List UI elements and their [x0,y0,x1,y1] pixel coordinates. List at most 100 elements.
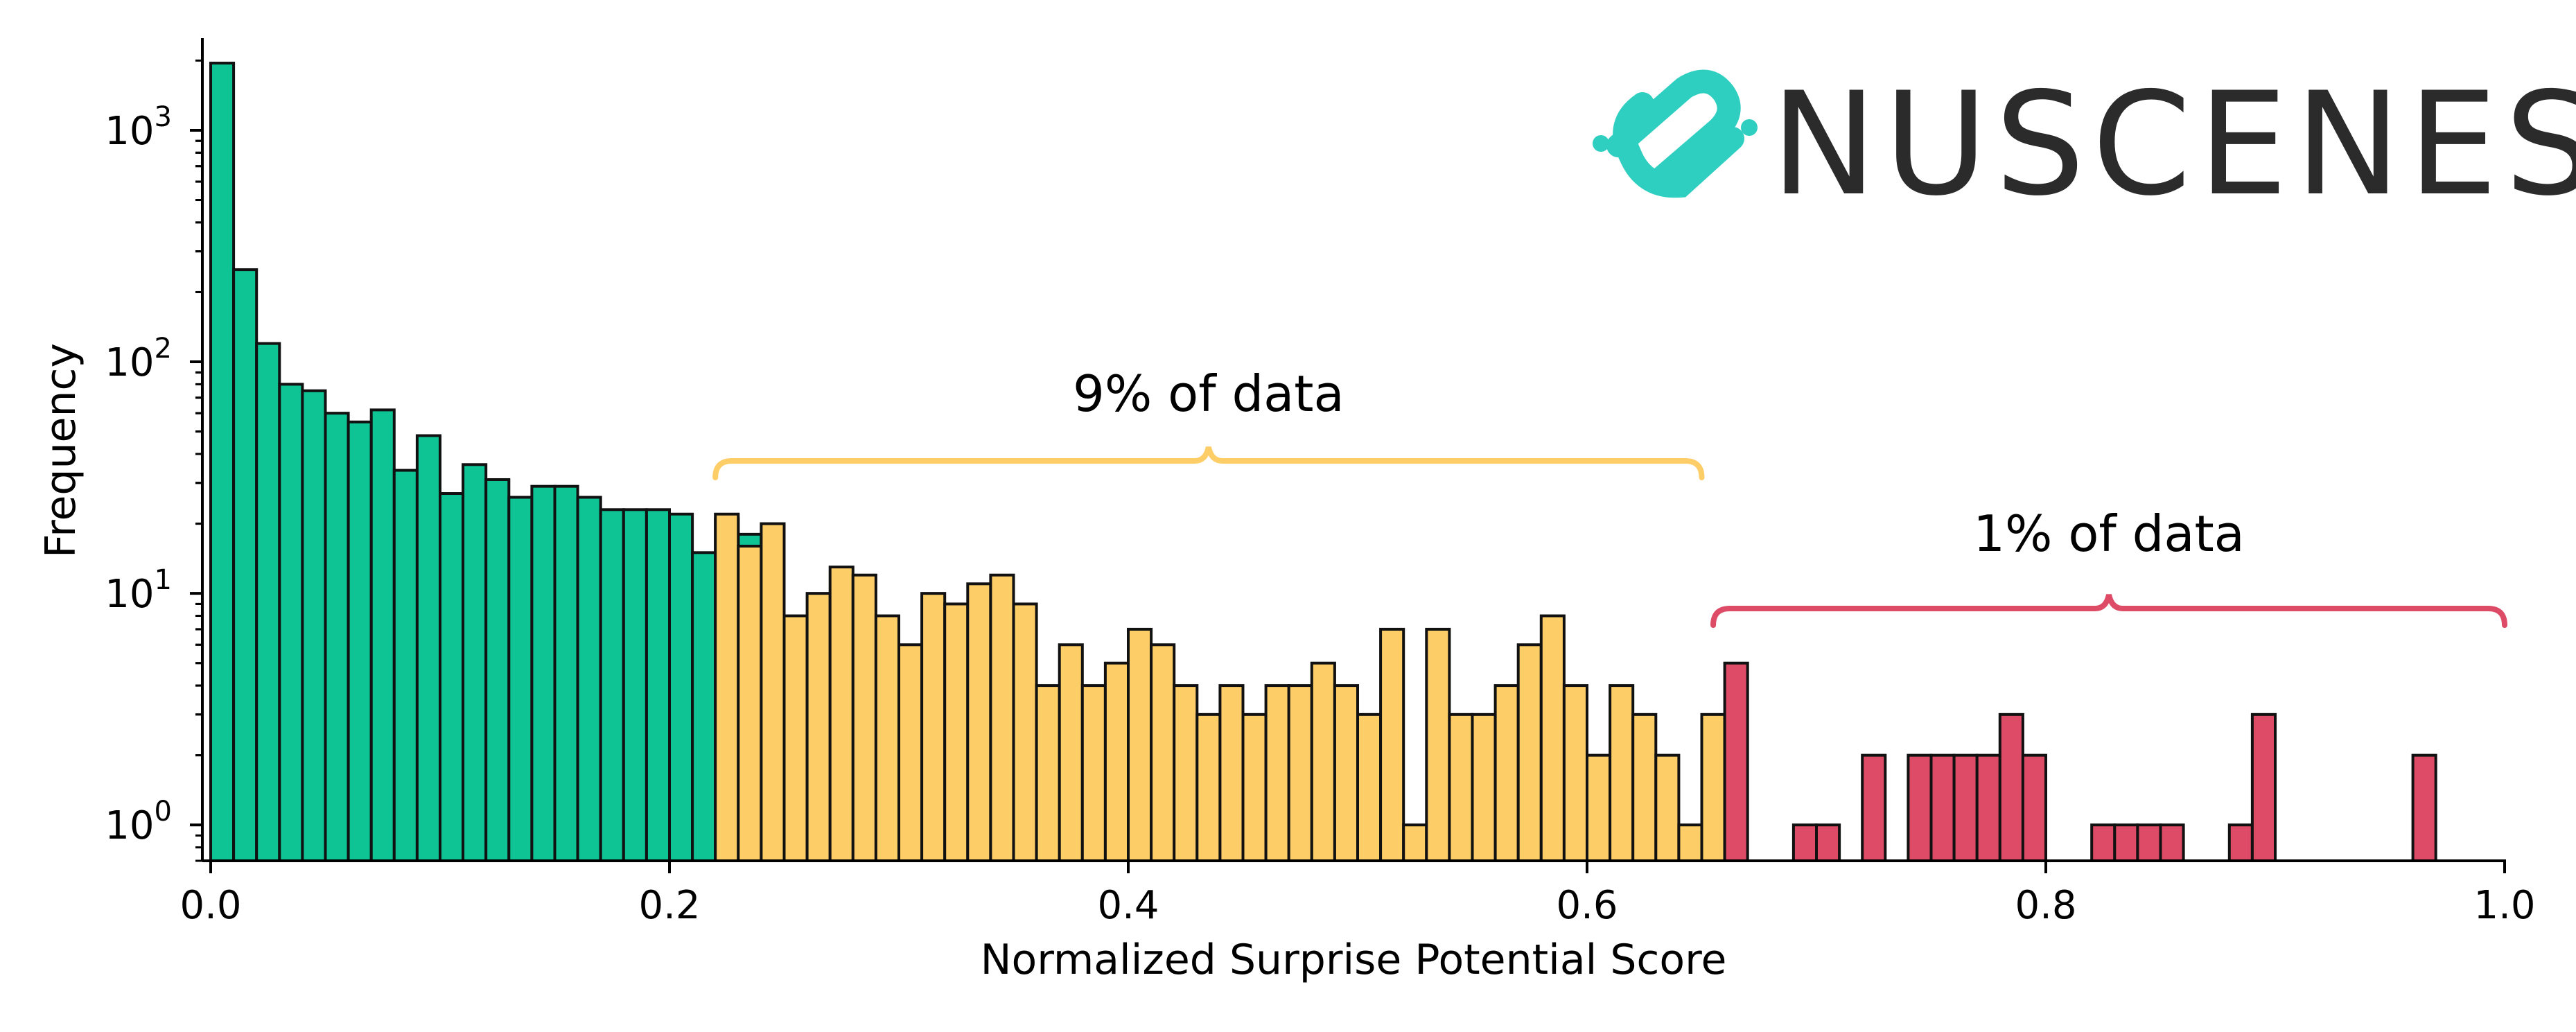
histogram-bar [897,643,924,863]
annotation-braces: 9% of data 1% of data [712,365,2507,628]
histogram-bar [1035,684,1061,862]
y-tick-label: 103 [105,101,172,154]
x-tick-label: 0.2 [638,883,700,928]
x-ticks: 0.0 0.2 0.4 0.6 0.8 1.0 [179,861,2536,928]
histogram-bar [966,582,992,862]
histogram-bar [1103,661,1130,862]
histogram-bar [1127,627,1153,862]
histogram-bar [1425,627,1451,862]
histogram-bar [347,420,373,862]
histogram-bar [1402,823,1428,862]
histogram-bar [415,434,442,862]
histogram-bar [2136,823,2162,862]
histogram-bar [530,484,557,862]
histogram-bar [1609,684,1635,862]
histogram-bar [1012,602,1038,862]
histogram-bar [1287,684,1313,862]
histogram-bar [1218,684,1245,862]
histogram-bar [1080,684,1107,862]
histogram-bar [1356,712,1383,862]
histogram-bar [2250,712,2277,862]
x-tick-label: 0.4 [1097,883,1159,928]
histogram-bar [943,602,970,862]
x-axis-label: Normalized Surprise Potential Score [981,936,1727,984]
histogram-bar [2021,753,2047,862]
histogram-bar [1333,684,1360,862]
histogram-bar [874,614,901,862]
y-tick-label: 100 [105,796,172,848]
histogram-bar [1861,753,1887,862]
histogram-bar [2159,823,2185,862]
histogram-bar [1493,684,1520,862]
histogram-bar [255,342,281,862]
histogram-bar [737,544,763,863]
histogram-bar [1815,823,1841,862]
histogram-bar [1539,614,1566,862]
x-tick-label: 0.0 [179,883,241,928]
histogram-bars [209,62,2437,863]
histogram-bar [553,484,579,862]
histogram-bar [691,551,717,862]
histogram-bar [1700,712,1726,862]
histogram-bar [782,614,809,862]
annotation-1pct-label: 1% of data [1973,505,2245,563]
y-tick-label: 101 [105,564,172,617]
y-minor-ticks [195,59,202,862]
histogram-bar [484,478,511,862]
brace-9pct [712,446,1705,480]
histogram-bar [324,412,350,862]
brace-1pct [1710,594,2507,628]
histogram-bar [1471,712,1497,862]
y-tick-label: 102 [105,333,172,385]
histogram-bar [1929,753,1956,862]
histogram-bar [1379,627,1405,862]
histogram-bar [232,268,259,862]
annotation-9pct-label: 9% of data [1073,365,1344,423]
histogram-bar [507,496,534,862]
histogram-bar [1586,753,1612,862]
histogram-bar [301,389,327,862]
histogram-bar [1998,712,2024,862]
histogram-bar [2090,823,2117,862]
histogram-bar [2113,823,2139,862]
histogram-bar [1952,753,1979,862]
histogram-bar [1264,684,1290,862]
x-tick-label: 0.6 [1556,883,1618,928]
nuscenes-logo: NUSCENES [1593,62,2576,227]
histogram-bar [805,592,832,863]
histogram-bar [920,592,947,863]
histogram-bar [209,62,236,863]
histogram-bar [1654,753,1681,862]
histogram-bar [1173,684,1199,862]
histogram-bar [1195,712,1222,862]
axes: 0.0 0.2 0.4 0.6 0.8 1.0 100 101 102 103 [105,38,2536,928]
logo-text: NUSCENES [1771,62,2576,227]
x-tick-label: 1.0 [2473,883,2535,928]
histogram-bar [462,463,488,862]
histogram-bar [1150,643,1176,863]
x-tick-label: 0.8 [2015,883,2076,928]
histogram-bar [645,508,672,862]
histogram-bar [851,573,877,862]
histogram-bar [1791,823,1818,862]
histogram-bar [1310,661,1336,862]
histogram-bar [278,383,304,862]
histogram-bar [1631,712,1658,862]
histogram-bar [668,512,694,862]
histogram-bar [2411,753,2437,862]
histogram-bar [1241,712,1268,862]
histogram-bar [1907,753,1933,862]
histogram-bar [989,573,1015,862]
histogram-bar [1516,643,1543,863]
histogram-bar [369,408,396,862]
histogram-bar [576,496,602,862]
histogram-bar [828,566,855,862]
y-axis-label: Frequency [37,343,85,558]
histogram-bar [1448,712,1474,862]
nuscenes-link-icon [1593,69,1758,198]
histogram-bar [1562,684,1588,862]
histogram-bar [1677,823,1703,862]
histogram-bar [1723,661,1749,862]
histogram-bar [622,508,648,862]
